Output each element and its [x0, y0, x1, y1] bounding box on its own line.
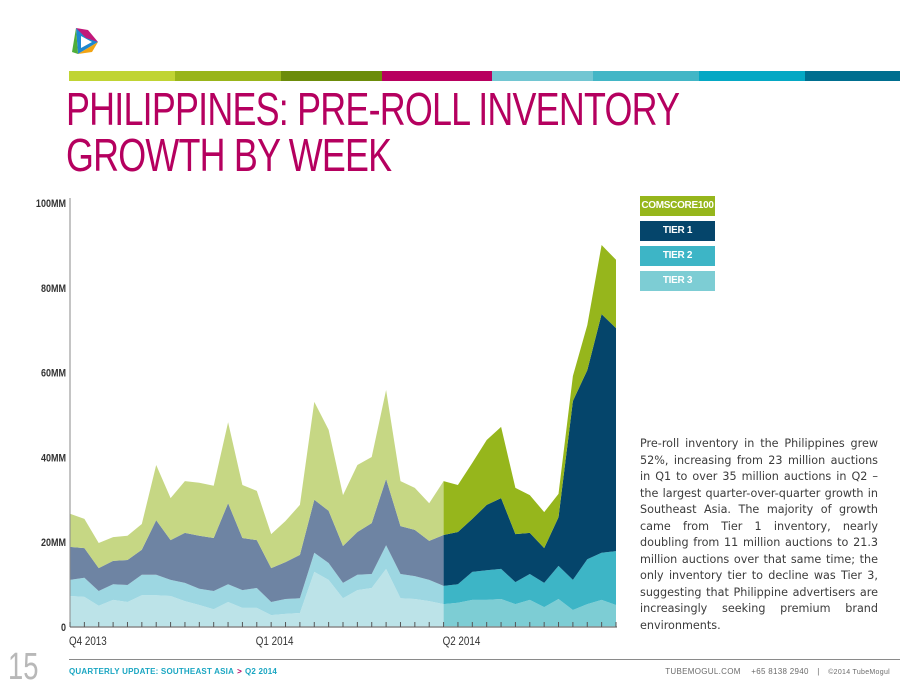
title-line-1: PHILIPPINES: PRE-ROLL INVENTORY	[66, 83, 680, 135]
y-tick-label: 0	[61, 622, 66, 634]
color-bar-segment	[805, 71, 900, 81]
legend-item-tier2: TIER 2	[640, 246, 715, 266]
color-bar-segment	[175, 71, 281, 81]
footer-period: Q2 2014	[244, 667, 278, 676]
area-tier1-q2	[443, 314, 616, 586]
color-bar-segment	[281, 71, 382, 81]
color-bar-segment	[492, 71, 593, 81]
x-tick-label: Q2 2014	[443, 635, 481, 648]
area-tier3-q2	[443, 599, 616, 627]
footer-pipe: |	[817, 667, 820, 676]
y-tick-label: 40MM	[41, 453, 66, 465]
y-tick-label: 80MM	[41, 283, 66, 295]
page-title: PHILIPPINES: PRE-ROLL INVENTORY GROWTH B…	[66, 83, 680, 181]
color-bar-segment	[69, 71, 175, 81]
y-tick-label: 60MM	[41, 368, 66, 380]
y-tick-label: 100MM	[36, 198, 66, 210]
stacked-area-chart: 0 20MM 40MM 60MM 80MM 100MM Q4 2013 Q1 2014 Q2 2…	[36, 198, 617, 648]
legend-item-tier1: TIER 1	[640, 221, 715, 241]
title-line-2: GROWTH BY WEEK	[66, 129, 392, 181]
area-tier2-q2	[443, 551, 616, 610]
footer-divider	[69, 659, 900, 660]
color-bar-segment	[593, 71, 699, 81]
legend-item-tier3: TIER 3	[640, 271, 715, 291]
chart-legend: COMSCORE100 TIER 1 TIER 2 TIER 3	[640, 196, 715, 296]
y-tick-label: 20MM	[41, 537, 66, 549]
area-tier3-prior	[70, 568, 444, 627]
chart-areas	[70, 245, 616, 627]
area-tier1-prior	[70, 479, 444, 602]
footer-section: QUARTERLY UPDATE: SOUTHEAST ASIA	[69, 667, 235, 676]
color-bar-segment	[699, 71, 805, 81]
chart-axes: 0 20MM 40MM 60MM 80MM 100MM Q4 2013 Q1 2014 Q2 2…	[36, 198, 617, 648]
breadcrumb-separator: >	[237, 667, 242, 676]
tubemogul-logo-icon	[68, 24, 106, 62]
legend-item-comscore100: COMSCORE100	[640, 196, 715, 216]
area-tier2-prior	[70, 545, 444, 616]
brand-color-bar	[69, 71, 900, 81]
page-number: 15	[8, 646, 39, 688]
footer-website-link[interactable]: TUBEMOGUL.COM	[665, 667, 741, 676]
footer-breadcrumb: QUARTERLY UPDATE: SOUTHEAST ASIA > Q2 2014	[69, 667, 277, 676]
footer-copyright: ©2014 TubeMogul	[828, 669, 890, 676]
footer-phone: +65 8138 2940	[751, 667, 809, 676]
x-tick-label: Q4 2013	[69, 635, 107, 648]
x-tick-label: Q1 2014	[256, 635, 294, 648]
area-comscore100-q2	[443, 245, 616, 549]
description-paragraph: Pre-roll inventory in the Philippines gr…	[640, 437, 878, 632]
footer-contact: TUBEMOGUL.COM +65 8138 2940 | ©2014 Tube…	[665, 667, 890, 676]
color-bar-segment	[382, 71, 492, 81]
area-comscore100-prior	[70, 390, 444, 569]
